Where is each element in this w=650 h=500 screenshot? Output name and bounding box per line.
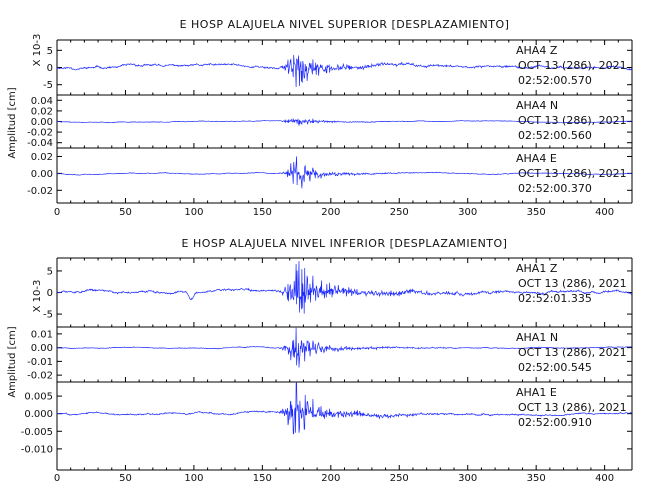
x-tick-label: 400 [595, 207, 614, 218]
y-tick-label: 0.00 [31, 343, 53, 354]
panel-AHA4-Z: -5 0 5 AHA4 Z OCT 13 (286), 2021 02:52:00.570… [32, 34, 633, 95]
y-tick-label: -0.005 [21, 427, 53, 438]
x-tick-label: 350 [527, 207, 546, 218]
y-tick-label: 5 [47, 266, 53, 277]
date-label: OCT 13 (286), 2021 [518, 167, 627, 180]
time-label: 02:52:00.910 [518, 416, 592, 429]
x-tick-label: 100 [184, 473, 203, 484]
y-tick-label: 0 [47, 288, 53, 299]
y-tick-label: -0.01 [27, 357, 53, 368]
y-tick-label: 0.02 [31, 152, 53, 163]
time-label: 02:52:00.370 [518, 182, 592, 195]
x-tick-label: 50 [119, 207, 132, 218]
seismic-trace [56, 156, 632, 189]
y-tick-label: 0 [47, 63, 53, 74]
station-label: AHA1 N [516, 331, 558, 344]
panel-AHA4-E: -0.02 0.00 0.02 AHA4 E OCT 13 (286), 2021 02:… [27, 147, 633, 203]
time-label: 02:52:00.570 [518, 74, 592, 87]
seismic-trace [57, 381, 632, 435]
station-label: AHA1 E [516, 386, 557, 399]
panel-AHA1-E: -0.010 -0.005 0.000 0.005 AHA1 E OCT 13 (286)… [21, 381, 633, 470]
x-tick-label: 300 [458, 473, 477, 484]
y-axis-label: Amplitud [cm] [7, 87, 18, 158]
panel-AHA1-N: -0.02 -0.01 0.00 0.01 AHA1 N OCT 13 (286), 20… [27, 326, 633, 382]
date-label: OCT 13 (286), 2021 [518, 401, 627, 414]
seismic-trace [56, 118, 632, 126]
x-tick-label: 400 [595, 473, 614, 484]
x-tick-label: 50 [119, 473, 132, 484]
time-label: 02:52:00.545 [518, 361, 592, 374]
station-label: AHA4 E [516, 152, 557, 165]
y-multiplier: X 10-3 [32, 34, 43, 67]
date-label: OCT 13 (286), 2021 [518, 277, 627, 290]
panel-AHA1-Z: -5 0 5 AHA1 Z OCT 13 (286), 2021 02:52:01.335… [32, 257, 633, 327]
y-axis-label: Amplitud [cm] [7, 326, 18, 397]
figure-title: E HOSP ALAJUELA NIVEL SUPERIOR [DESPLAZA… [180, 18, 510, 31]
x-tick-label: 200 [321, 473, 340, 484]
panel-AHA4-N: -0.04-0.020.000.020.04 AHA4 N OCT 13 (286)… [27, 94, 633, 149]
x-tick-label: 150 [253, 473, 272, 484]
x-tick-label: 250 [390, 207, 409, 218]
x-tick-label: 200 [321, 207, 340, 218]
x-tick-label: 0 [54, 207, 60, 218]
y-tick-label: 0.00 [31, 117, 53, 128]
y-tick-label: 0.005 [24, 392, 53, 403]
y-tick-label: -0.02 [27, 186, 53, 197]
x-tick-label: 250 [390, 473, 409, 484]
y-tick-label: -5 [43, 80, 53, 91]
y-tick-label: 0.01 [31, 329, 53, 340]
y-tick-label: 0.000 [24, 409, 53, 420]
time-label: 02:52:00.560 [518, 129, 592, 142]
figure-title: E HOSP ALAJUELA NIVEL INFERIOR [DESPLAZA… [182, 237, 508, 250]
seismic-trace [56, 54, 632, 88]
y-tick-label: -0.02 [27, 128, 53, 139]
seismic-trace [56, 261, 632, 314]
station-label: AHA1 Z [516, 262, 558, 275]
y-tick-label: -0.010 [21, 444, 53, 455]
station-label: AHA4 N [516, 99, 558, 112]
y-multiplier: X 10-3 [32, 280, 43, 313]
y-tick-label: 5 [47, 46, 53, 57]
station-label: AHA4 Z [516, 44, 558, 57]
date-label: OCT 13 (286), 2021 [518, 346, 627, 359]
x-tick-label: 150 [253, 207, 272, 218]
y-tick-label: 0.04 [31, 96, 53, 107]
seismic-trace [56, 327, 632, 368]
y-tick-label: 0.02 [31, 106, 53, 117]
figure-1: E HOSP ALAJUELA NIVEL SUPERIOR [DESPLAZA… [7, 18, 633, 218]
figure-2: E HOSP ALAJUELA NIVEL INFERIOR [DESPLAZA… [7, 237, 633, 484]
x-tick-label: 350 [527, 473, 546, 484]
y-tick-label: -5 [43, 310, 53, 321]
x-tick-label: 0 [54, 473, 60, 484]
y-tick-label: 0.00 [31, 169, 53, 180]
date-label: OCT 13 (286), 2021 [518, 59, 627, 72]
time-label: 02:52:01.335 [518, 292, 592, 305]
x-tick-label: 100 [184, 207, 203, 218]
x-tick-label: 300 [458, 207, 477, 218]
y-tick-label: -0.02 [27, 371, 53, 382]
y-tick-label: -0.04 [27, 138, 53, 149]
date-label: OCT 13 (286), 2021 [518, 114, 627, 127]
